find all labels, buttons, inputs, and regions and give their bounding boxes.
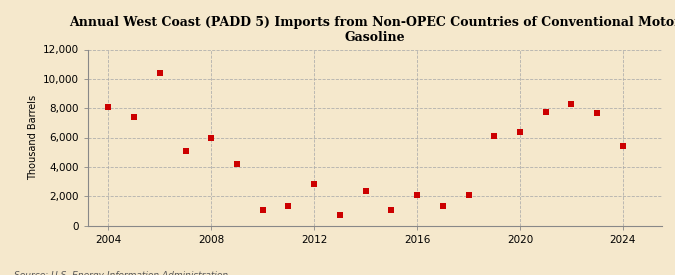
Y-axis label: Thousand Barrels: Thousand Barrels [28,95,38,180]
Point [618,143,628,148]
Point [257,208,268,212]
Point [386,208,397,212]
Point [360,189,371,193]
Point [566,101,577,106]
Point [232,162,242,166]
Point [540,110,551,114]
Point [283,204,294,208]
Text: Source: U.S. Energy Information Administration: Source: U.S. Energy Information Administ… [14,271,227,275]
Title: Annual West Coast (PADD 5) Imports from Non-OPEC Countries of Conventional Motor: Annual West Coast (PADD 5) Imports from … [69,16,675,44]
Point [437,204,448,209]
Point [103,104,113,109]
Point [206,135,217,140]
Point [180,149,191,154]
Point [412,192,423,197]
Point [592,111,603,116]
Point [129,115,140,119]
Point [308,182,319,187]
Point [155,71,165,75]
Point [514,130,525,134]
Point [335,212,346,217]
Point [489,134,500,138]
Point [463,193,474,198]
